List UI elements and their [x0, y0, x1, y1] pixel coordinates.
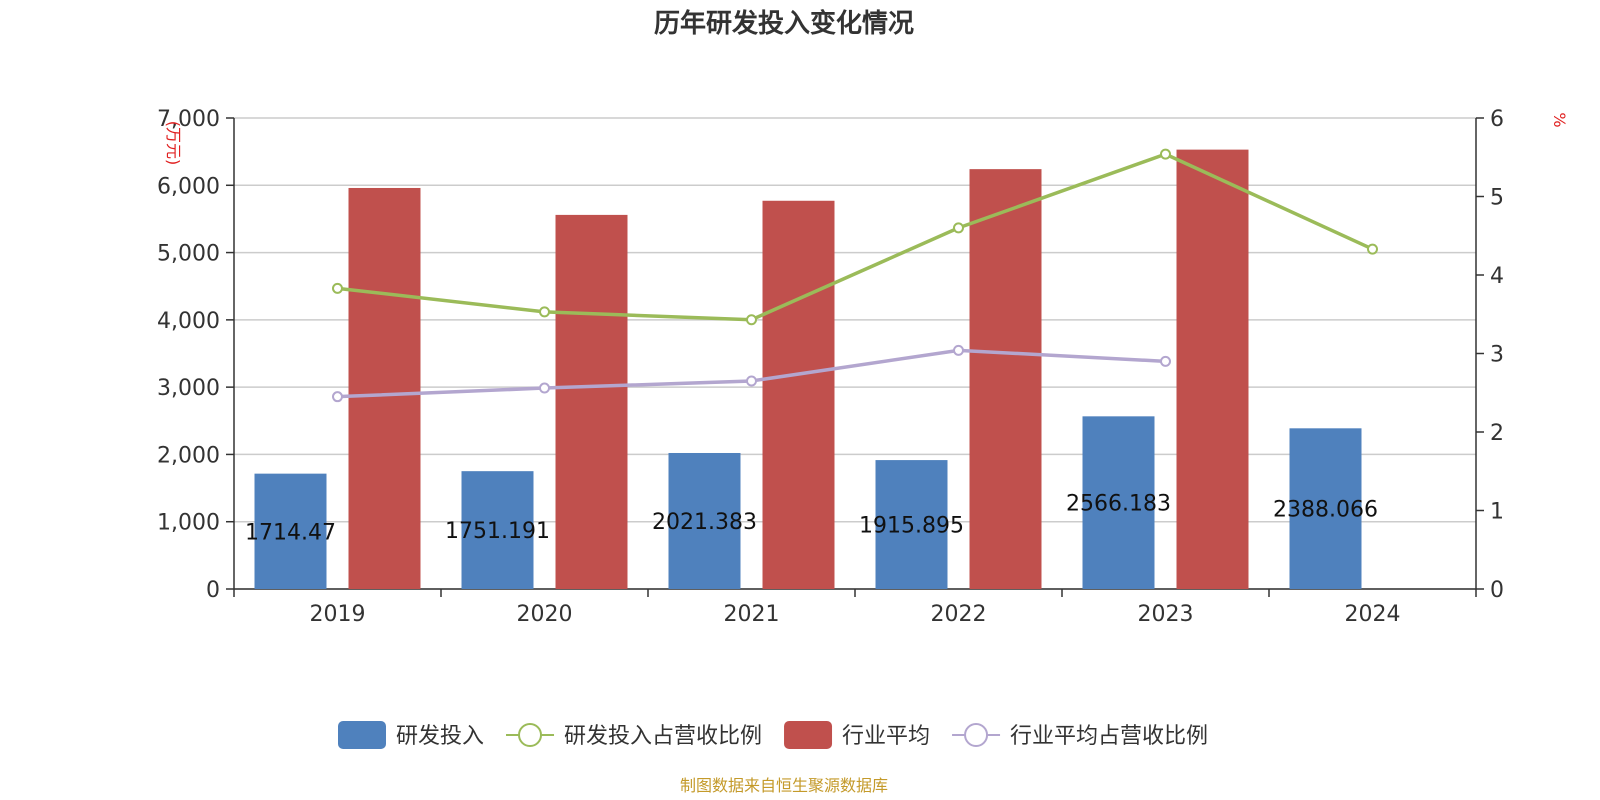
legend-label: 研发投入占营收比例 — [564, 724, 762, 749]
left-tick-label: 3,000 — [157, 376, 220, 401]
line-point — [953, 222, 964, 234]
line-point — [539, 382, 550, 394]
bar-rd — [875, 460, 948, 589]
x-tick-label: 2022 — [931, 602, 987, 627]
right-tick-label: 2 — [1490, 421, 1504, 446]
source-note: 制图数据来自恒生聚源数据库 — [680, 776, 888, 795]
line-point — [1160, 148, 1171, 160]
left-tick-label: 6,000 — [157, 174, 220, 199]
line-point — [539, 306, 550, 318]
bar-industry — [762, 200, 835, 590]
line-point — [332, 391, 343, 403]
legend-label: 研发投入 — [396, 724, 484, 749]
legend-swatch-marker — [518, 723, 543, 747]
bars — [254, 149, 1362, 590]
legend-swatch-marker — [964, 723, 989, 747]
right-tick-label: 0 — [1490, 578, 1504, 603]
line-point — [332, 282, 343, 294]
bar-data-label: 2566.183 — [1066, 492, 1171, 517]
x-tick-label: 2023 — [1138, 602, 1194, 627]
right-tick-label: 1 — [1490, 500, 1504, 525]
right-tick-label: 5 — [1490, 186, 1504, 211]
legend-swatch-bar — [784, 721, 833, 749]
bar-industry — [969, 169, 1042, 589]
bar-data-label: 1915.895 — [859, 514, 964, 539]
chart-title: 历年研发投入变化情况 — [654, 8, 914, 39]
line-point — [746, 314, 757, 326]
bar-rd — [1289, 428, 1362, 589]
bar-industry — [555, 214, 628, 590]
legend-label: 行业平均 — [842, 724, 930, 749]
gridlines — [234, 117, 1476, 590]
bar-rd — [254, 473, 327, 589]
bar-data-label: 1714.47 — [245, 520, 336, 545]
data-labels: 1714.47 1751.191 2021.383 1915.895 2566.183 2… — [245, 492, 1378, 546]
x-tick-label: 2019 — [310, 602, 366, 627]
left-tick-label: 2,000 — [157, 443, 220, 468]
bar-rd — [668, 452, 741, 589]
right-tick-label: 6 — [1490, 107, 1504, 132]
bar-data-label: 2388.066 — [1273, 498, 1378, 523]
line-point — [953, 344, 964, 356]
right-tick-label: 3 — [1490, 343, 1504, 368]
axes: 01,0002,0003,0004,0005,0006,0007,0000123… — [157, 107, 1504, 627]
bar-industry — [1176, 149, 1249, 590]
bar-industry — [348, 187, 421, 589]
bar-rd — [461, 471, 534, 589]
legend-label: 行业平均占营收比例 — [1010, 724, 1208, 749]
left-tick-label: 7,000 — [157, 107, 220, 132]
right-axis-unit: % — [1550, 112, 1569, 127]
legend-swatch-bar — [338, 721, 386, 749]
bar-data-label: 1751.191 — [445, 519, 550, 544]
x-tick-label: 2024 — [1345, 602, 1401, 627]
left-axis-unit: (万元) — [164, 121, 183, 166]
lines — [332, 148, 1378, 403]
left-tick-label: 1,000 — [157, 511, 220, 536]
x-tick-label: 2020 — [517, 602, 573, 627]
legend: 研发投入 研发投入占营收比例 行业平均 行业平均占营收比例 — [338, 721, 1208, 749]
line-point — [746, 375, 757, 387]
left-tick-label: 5,000 — [157, 242, 220, 267]
left-tick-label: 0 — [206, 578, 220, 603]
line-point — [1367, 243, 1378, 255]
line-point — [1160, 355, 1171, 367]
x-tick-label: 2021 — [724, 602, 780, 627]
right-tick-label: 4 — [1490, 264, 1504, 289]
bar-rd — [1082, 416, 1155, 589]
left-tick-label: 4,000 — [157, 309, 220, 334]
line-series — [337, 152, 1374, 322]
bar-data-label: 2021.383 — [652, 510, 757, 535]
